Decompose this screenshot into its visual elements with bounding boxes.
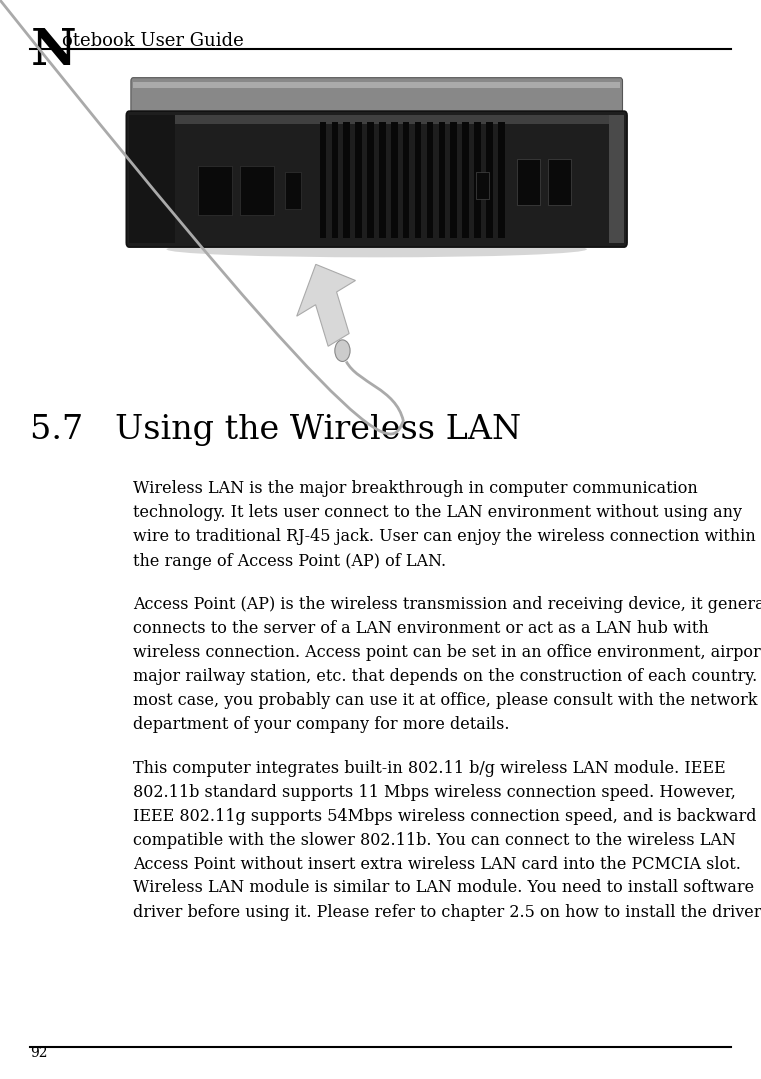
FancyBboxPatch shape bbox=[285, 172, 301, 209]
Bar bbox=[343, 122, 350, 238]
FancyBboxPatch shape bbox=[240, 166, 274, 215]
Bar bbox=[129, 115, 175, 243]
Text: 92: 92 bbox=[30, 1046, 48, 1060]
Bar bbox=[463, 122, 469, 238]
Bar bbox=[368, 122, 374, 238]
Bar bbox=[498, 122, 505, 238]
Bar bbox=[427, 122, 433, 238]
Bar bbox=[133, 115, 620, 124]
Bar bbox=[332, 122, 338, 238]
Text: Wireless LAN module is similar to LAN module. You need to install software
drive: Wireless LAN module is similar to LAN mo… bbox=[133, 879, 761, 920]
Bar bbox=[415, 122, 422, 238]
Text: 5.7   Using the Wireless LAN: 5.7 Using the Wireless LAN bbox=[30, 414, 522, 447]
Polygon shape bbox=[297, 264, 355, 346]
Text: otebook User Guide: otebook User Guide bbox=[62, 32, 244, 51]
Bar bbox=[474, 122, 481, 238]
Bar bbox=[451, 122, 457, 238]
Bar bbox=[133, 82, 620, 88]
Bar bbox=[403, 122, 409, 238]
Text: N: N bbox=[30, 27, 76, 76]
FancyBboxPatch shape bbox=[476, 172, 489, 200]
Text: Access Point (AP) is the wireless transmission and receiving device, it generall: Access Point (AP) is the wireless transm… bbox=[133, 596, 761, 734]
FancyBboxPatch shape bbox=[126, 111, 627, 247]
Text: This computer integrates built-in 802.11 b/g wireless LAN module. IEEE
802.11b s: This computer integrates built-in 802.11… bbox=[133, 760, 756, 873]
Bar bbox=[379, 122, 386, 238]
Circle shape bbox=[335, 340, 350, 361]
Text: Wireless LAN is the major breakthrough in computer communication
technology. It : Wireless LAN is the major breakthrough i… bbox=[133, 480, 756, 570]
FancyBboxPatch shape bbox=[548, 160, 571, 205]
FancyBboxPatch shape bbox=[517, 160, 540, 205]
Bar bbox=[355, 122, 362, 238]
FancyBboxPatch shape bbox=[131, 78, 622, 113]
Bar bbox=[438, 122, 445, 238]
Bar bbox=[320, 122, 326, 238]
Bar bbox=[391, 122, 397, 238]
FancyBboxPatch shape bbox=[198, 166, 232, 215]
Ellipse shape bbox=[167, 242, 587, 257]
Bar bbox=[486, 122, 492, 238]
Bar bbox=[609, 115, 624, 243]
